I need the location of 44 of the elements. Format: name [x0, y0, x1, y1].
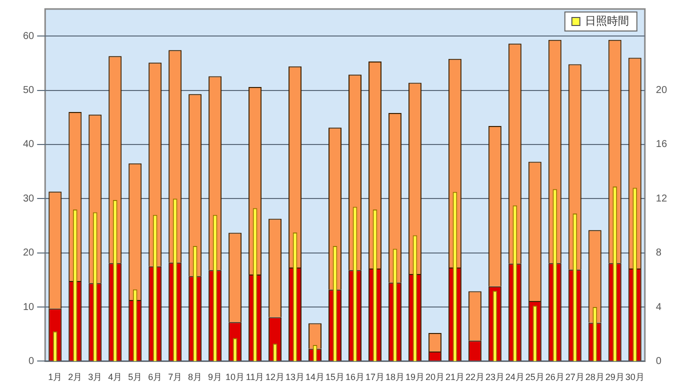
x-tick-label: 9月 — [208, 372, 222, 382]
x-tick-label: 27月 — [565, 372, 584, 382]
x-tick-label: 10月 — [226, 372, 245, 382]
y2-tick-label: 16 — [656, 139, 668, 150]
x-tick-label: 29月 — [605, 372, 624, 382]
y-tick-label: 10 — [23, 302, 35, 313]
y-tick-label: 0 — [28, 356, 35, 367]
x-tick-label: 8月 — [188, 372, 202, 382]
x-tick-label: 30月 — [625, 372, 644, 382]
x-tick-label: 20月 — [425, 372, 444, 382]
x-tick-label: 21月 — [445, 372, 464, 382]
x-tick-label: 11月 — [246, 372, 264, 382]
x-tick-label: 1月 — [48, 372, 62, 382]
y2-tick-label: 20 — [656, 85, 668, 96]
x-tick-label: 5月 — [128, 372, 142, 382]
y-tick-label: 20 — [23, 248, 35, 259]
y2-tick-label: 0 — [656, 356, 662, 367]
x-tick-label: 4月 — [108, 372, 122, 382]
x-tick-label: 18月 — [385, 372, 404, 382]
x-tick-label: 6月 — [148, 372, 162, 382]
y-tick-label: 50 — [23, 85, 35, 96]
x-tick-label: 22月 — [465, 372, 484, 382]
y2-tick-label: 4 — [656, 302, 662, 313]
x-tick-label: 12月 — [266, 372, 285, 382]
x-tick-label: 25月 — [525, 372, 544, 382]
x-tick-label: 3月 — [88, 372, 102, 382]
y2-tick-label: 12 — [656, 193, 668, 204]
x-tick-label: 2月 — [68, 372, 82, 382]
x-tick-label: 26月 — [545, 372, 564, 382]
y-tick-label: 40 — [23, 139, 35, 150]
y-tick-label: 30 — [23, 193, 35, 204]
legend-label: 日照時間 — [584, 14, 629, 28]
x-tick-label: 15月 — [325, 372, 345, 382]
x-tick-label: 16月 — [345, 372, 365, 382]
x-tick-label: 24月 — [505, 372, 524, 382]
x-tick-label: 23月 — [485, 372, 504, 382]
x-tick-label: 19月 — [405, 372, 424, 382]
x-tick-label: 7月 — [168, 372, 182, 382]
x-tick-label: 14月 — [306, 372, 325, 382]
y-tick-label: 60 — [23, 30, 35, 42]
y2-tick-label: 8 — [656, 248, 662, 259]
x-tick-label: 28月 — [585, 372, 604, 382]
x-tick-label: 13月 — [286, 372, 305, 382]
x-tick-label: 17月 — [365, 372, 384, 382]
